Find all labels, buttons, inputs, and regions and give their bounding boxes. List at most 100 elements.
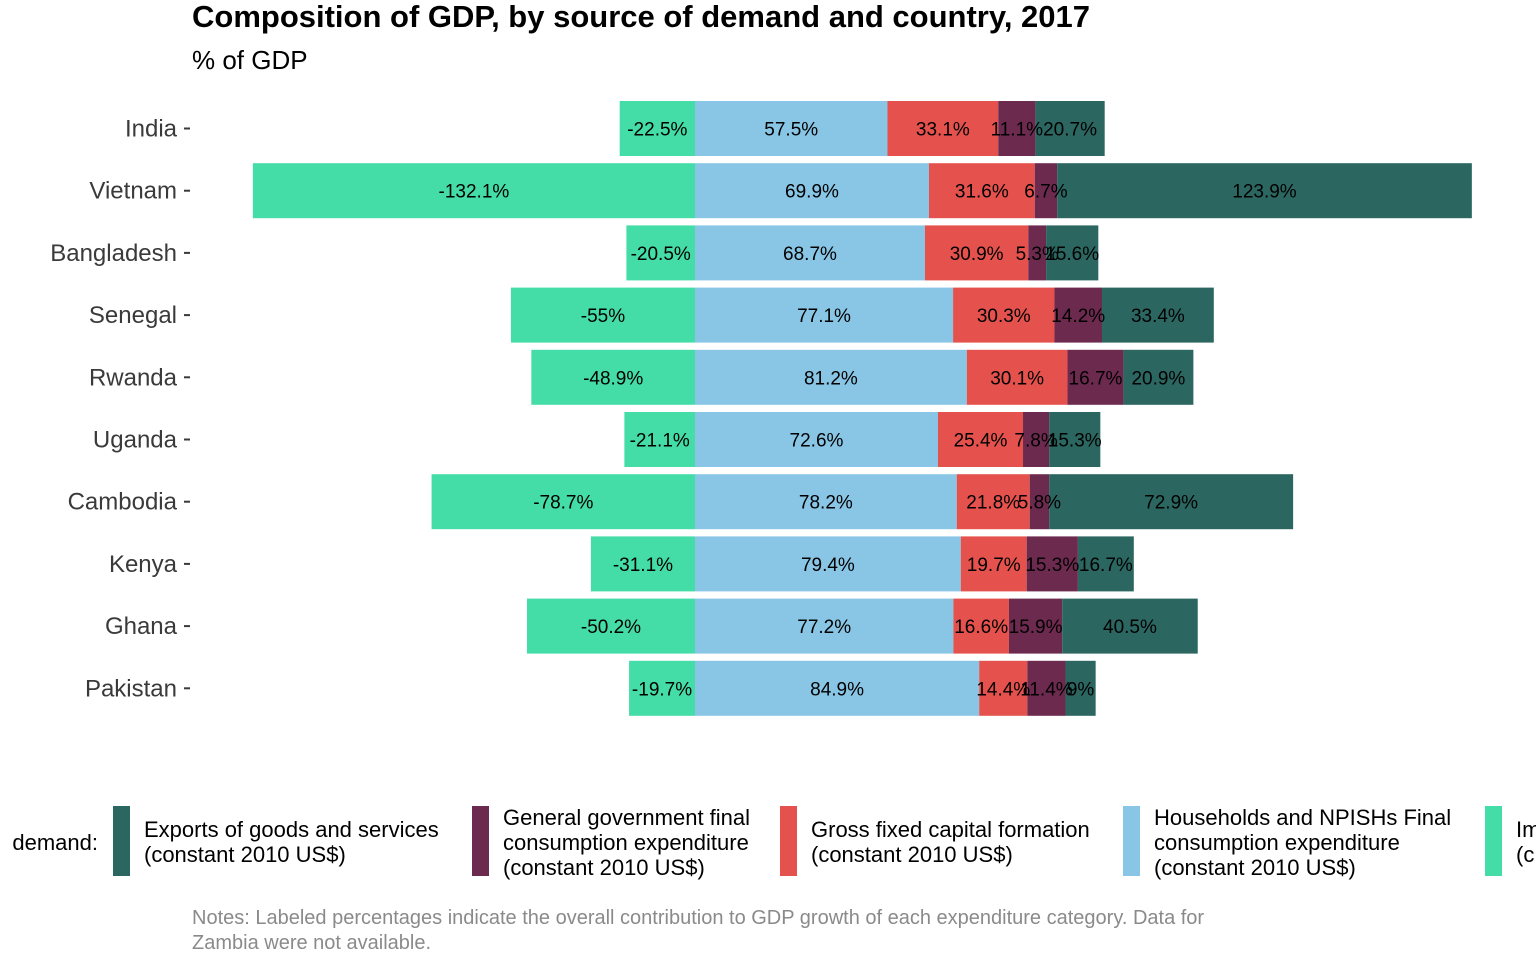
bar-segment-cambodia-2 — [1029, 474, 1050, 530]
bar-segment-kenya-0 — [695, 536, 961, 592]
bar-segment-pakistan-1 — [979, 660, 1028, 716]
bar-segment-senegal-negative — [510, 287, 695, 343]
bar-segment-kenya-2 — [1026, 536, 1078, 592]
legend-label-4-line-1: (c — [1516, 842, 1534, 867]
bar-label-uganda-0: 72.6% — [790, 431, 844, 452]
bar-label-senegal-3: 33.4% — [1131, 306, 1185, 327]
bar-label-bangladesh-negative: -20.5% — [631, 244, 691, 265]
chart-notes: Notes: Labeled percentages indicate the … — [192, 907, 1204, 954]
bar-segment-rwanda-0 — [695, 349, 967, 405]
bar-label-pakistan-0: 84.9% — [810, 679, 864, 700]
bar-label-uganda-2: 7.8% — [1014, 431, 1057, 452]
category-label-pakistan: Pakistan — [85, 675, 177, 702]
bar-labels-layer: -22.5% 57.5% 33.1% 11.1% 20.7% -132.1% 69.9% 31… — [439, 120, 1297, 701]
category-label-uganda: Uganda — [93, 427, 178, 454]
category-label-kenya: Kenya — [109, 551, 178, 578]
bar-label-pakistan-1: 14.4% — [976, 679, 1030, 700]
bar-label-bangladesh-0: 68.7% — [783, 244, 837, 265]
bar-segment-rwanda-1 — [966, 349, 1068, 405]
bar-label-kenya-2: 15.3% — [1025, 555, 1079, 576]
bar-segment-india-negative — [619, 101, 695, 156]
category-label-vietnam: Vietnam — [89, 178, 177, 205]
bar-label-rwanda-2: 16.7% — [1069, 368, 1123, 389]
bar-label-uganda-3: 15.3% — [1048, 431, 1102, 452]
bar-segment-pakistan-negative — [629, 660, 695, 716]
bars-layer — [252, 101, 1472, 716]
bar-segment-vietnam-negative — [252, 163, 696, 219]
bar-segment-kenya-negative — [590, 536, 695, 592]
bar-label-uganda-negative: -21.1% — [630, 431, 690, 452]
bar-label-bangladesh-2: 5.3% — [1016, 244, 1059, 265]
bar-label-vietnam-3: 123.9% — [1232, 182, 1297, 203]
bar-segment-uganda-1 — [937, 412, 1024, 467]
bar-label-kenya-1: 19.7% — [967, 555, 1021, 576]
bar-label-vietnam-negative: -132.1% — [439, 182, 510, 203]
legend-label-3-line-0: Households and NPISHs Final — [1154, 805, 1451, 830]
bar-segment-uganda-3 — [1049, 412, 1101, 467]
bar-label-rwanda-3: 20.9% — [1131, 368, 1185, 389]
bar-segment-bangladesh-3 — [1046, 225, 1099, 281]
bar-segment-cambodia-0 — [695, 474, 957, 530]
bar-segment-kenya-1 — [960, 536, 1027, 592]
category-label-cambodia: Cambodia — [68, 489, 178, 516]
legend-label-1-line-0: General government final — [503, 805, 750, 830]
legend-label-3-line-2: (constant 2010 US$) — [1154, 855, 1356, 880]
bar-segment-cambodia-3 — [1049, 474, 1294, 530]
chart-title: Composition of GDP, by source of demand … — [192, 0, 1090, 34]
note-line-2: Zambia were not available. — [192, 932, 431, 954]
bar-segment-vietnam-1 — [928, 163, 1035, 219]
bar-segment-bangladesh-2 — [1028, 225, 1047, 281]
bar-label-india-1: 33.1% — [916, 120, 970, 141]
legend-swatch-3 — [1123, 806, 1140, 876]
bar-segment-ghana-negative — [526, 598, 695, 654]
bar-segment-uganda-0 — [695, 412, 938, 467]
bar-label-pakistan-negative: -19.7% — [632, 679, 692, 700]
bar-segment-uganda-2 — [1023, 412, 1050, 467]
bar-label-cambodia-0: 78.2% — [799, 493, 853, 514]
bar-label-bangladesh-3: 15.6% — [1045, 244, 1099, 265]
legend-label-0-line-1: (constant 2010 US$) — [144, 842, 346, 867]
bar-label-cambodia-2: 5.8% — [1018, 493, 1061, 514]
bar-segment-ghana-2 — [1008, 598, 1063, 654]
bar-label-cambodia-1: 21.8% — [966, 493, 1020, 514]
bar-segment-india-3 — [1035, 101, 1105, 156]
bar-segment-ghana-3 — [1062, 598, 1198, 654]
legend-swatch-4 — [1485, 806, 1502, 876]
bar-segment-senegal-1 — [953, 287, 1055, 343]
bar-label-india-negative: -22.5% — [627, 120, 687, 141]
bar-segment-cambodia-negative — [431, 474, 695, 530]
bar-label-cambodia-negative: -78.7% — [533, 493, 593, 514]
bar-label-kenya-0: 79.4% — [801, 555, 855, 576]
category-label-india: India — [125, 116, 178, 143]
legend-label-0-line-0: Exports of goods and services — [144, 817, 439, 842]
legend-title: demand: — [12, 830, 98, 855]
category-axis: India Vietnam Bangladesh Senegal Rwanda Ugand… — [50, 116, 190, 702]
bar-segment-bangladesh-1 — [924, 225, 1029, 281]
bar-segment-kenya-3 — [1077, 536, 1134, 592]
bar-label-bangladesh-1: 30.9% — [950, 244, 1004, 265]
bar-label-senegal-2: 14.2% — [1051, 306, 1105, 327]
bar-segment-bangladesh-0 — [695, 225, 925, 281]
chart-subtitle: % of GDP — [192, 45, 308, 75]
legend-label-3-line-1: consumption expenditure — [1154, 830, 1400, 855]
legend-swatch-0 — [113, 806, 130, 876]
bar-segment-senegal-3 — [1102, 287, 1214, 343]
category-label-rwanda: Rwanda — [89, 364, 178, 391]
bar-segment-bangladesh-negative — [626, 225, 695, 281]
bar-label-pakistan-3: 9% — [1067, 679, 1095, 700]
bar-segment-cambodia-1 — [956, 474, 1030, 530]
bar-label-pakistan-2: 11.4% — [1020, 679, 1073, 700]
bar-segment-india-1 — [887, 101, 999, 156]
bar-label-ghana-0: 77.2% — [797, 617, 851, 638]
legend-label-2-line-1: (constant 2010 US$) — [811, 842, 1013, 867]
bar-label-rwanda-negative: -48.9% — [583, 368, 643, 389]
bar-label-ghana-2: 15.9% — [1009, 617, 1063, 638]
bar-label-senegal-0: 77.1% — [797, 306, 851, 327]
bar-segment-ghana-0 — [695, 598, 954, 654]
bar-label-vietnam-2: 6.7% — [1024, 182, 1067, 203]
legend: demand: Exports of goods and services(co… — [12, 805, 1536, 880]
legend-label-1-line-1: consumption expenditure — [503, 830, 749, 855]
bar-label-cambodia-3: 72.9% — [1144, 493, 1198, 514]
bar-segment-vietnam-0 — [695, 163, 929, 219]
